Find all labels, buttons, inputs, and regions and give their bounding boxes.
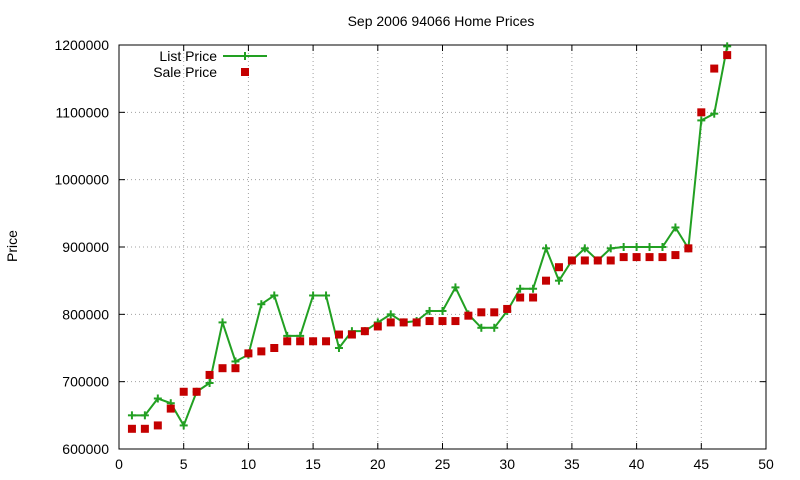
data-point (257, 347, 266, 356)
y-tick-label: 1200000 (54, 37, 109, 53)
data-point (399, 318, 408, 327)
y-tick-label: 600000 (62, 441, 109, 457)
data-point (710, 64, 719, 73)
data-point (412, 318, 421, 327)
axis-ticks: 0 5 10 15 20 25 30 35 40 45 50 600000 700000 800000 90… (54, 37, 774, 472)
data-point (477, 308, 486, 317)
data-point (619, 253, 628, 262)
data-point (658, 253, 667, 262)
data-point (723, 51, 732, 60)
data-point (451, 317, 460, 326)
x-tick-label: 25 (435, 456, 451, 472)
x-tick-label: 15 (305, 456, 321, 472)
x-tick-label: 20 (370, 456, 386, 472)
data-point (296, 337, 305, 346)
data-point (632, 253, 641, 262)
data-point (529, 293, 538, 302)
x-tick-label: 30 (499, 456, 515, 472)
data-point (542, 276, 551, 285)
data-point (140, 424, 149, 433)
y-tick-label: 1100000 (56, 104, 110, 120)
data-point (490, 308, 499, 317)
x-tick-label: 10 (241, 456, 257, 472)
y-tick-label: 800000 (62, 306, 109, 322)
data-point (580, 256, 589, 265)
data-point (697, 108, 706, 117)
chart-title: Sep 2006 94066 Home Prices (348, 13, 535, 29)
data-point (309, 337, 318, 346)
data-point (205, 370, 214, 379)
y-axis-label: Price (4, 230, 20, 262)
data-point (270, 344, 279, 352)
series-layer (127, 42, 732, 433)
data-point (464, 311, 473, 320)
data-point (516, 293, 525, 302)
x-tick-label: 45 (694, 456, 710, 472)
data-point (347, 330, 356, 339)
data-point (503, 304, 512, 313)
data-point (244, 349, 253, 358)
data-point (567, 256, 576, 265)
data-point (231, 364, 240, 373)
data-point (218, 364, 227, 373)
x-tick-label: 0 (115, 456, 123, 472)
data-point (606, 256, 615, 265)
data-point (593, 256, 602, 265)
data-point (373, 322, 382, 331)
data-point (153, 421, 162, 430)
data-point (684, 244, 693, 253)
x-tick-label: 35 (564, 456, 580, 472)
data-point (322, 337, 331, 346)
data-point (645, 253, 654, 262)
data-point (438, 317, 447, 326)
y-tick-label: 700000 (62, 374, 109, 390)
data-point (334, 330, 343, 339)
x-tick-label: 5 (180, 456, 188, 472)
data-point (127, 424, 136, 433)
data-point (671, 251, 680, 260)
grid (119, 45, 766, 449)
data-point (179, 387, 188, 396)
data-point (386, 318, 395, 327)
data-point (283, 337, 292, 346)
y-tick-label: 900000 (62, 239, 109, 255)
legend-swatch-marker (241, 68, 249, 76)
x-tick-label: 40 (629, 456, 645, 472)
data-point (192, 387, 201, 396)
x-tick-label: 50 (758, 456, 774, 472)
legend-label: List Price (159, 48, 217, 64)
series-list-price (127, 42, 732, 430)
series-sale-price (127, 51, 732, 433)
data-point (425, 317, 434, 326)
data-point (554, 263, 563, 272)
data-point (360, 327, 369, 336)
legend-label: Sale Price (153, 64, 217, 80)
data-point (166, 404, 175, 413)
y-tick-label: 1000000 (54, 172, 109, 188)
